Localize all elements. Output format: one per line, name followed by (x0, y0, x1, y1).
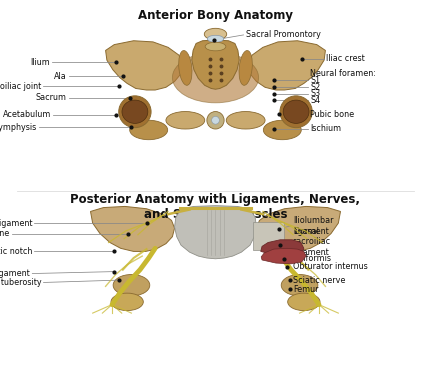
Text: Obturator internus: Obturator internus (292, 262, 367, 271)
Ellipse shape (111, 293, 143, 310)
Polygon shape (191, 40, 239, 89)
Text: Greater sciatic notch: Greater sciatic notch (0, 247, 32, 256)
Text: Ischial tuberosity: Ischial tuberosity (0, 278, 41, 287)
Text: Sacral Promontory: Sacral Promontory (245, 30, 320, 40)
Text: Ilium: Ilium (30, 57, 49, 67)
Ellipse shape (205, 42, 225, 51)
Ellipse shape (263, 120, 301, 140)
Text: Sacroiliac joint: Sacroiliac joint (0, 81, 41, 91)
Text: Posterior Anatomy with Ligaments, Nerves,
and Selected Muscles: Posterior Anatomy with Ligaments, Nerves… (71, 193, 359, 221)
Polygon shape (90, 206, 174, 251)
Text: Anterior Bony Anatomy: Anterior Bony Anatomy (138, 9, 292, 22)
Text: Iliolumbar
ligament: Iliolumbar ligament (292, 216, 333, 236)
Text: Pubic symphysis: Pubic symphysis (0, 123, 37, 132)
Text: Ala: Ala (54, 72, 67, 81)
Text: Neural foramen:: Neural foramen: (310, 69, 375, 78)
Text: Supraspinous ligament: Supraspinous ligament (0, 218, 32, 228)
Text: Femur: Femur (292, 284, 318, 294)
FancyBboxPatch shape (252, 222, 283, 250)
Ellipse shape (287, 293, 319, 310)
Text: Iliac crest: Iliac crest (325, 54, 364, 64)
Text: S1: S1 (310, 76, 319, 85)
Ellipse shape (207, 35, 223, 42)
Ellipse shape (204, 28, 226, 40)
Ellipse shape (178, 50, 191, 85)
Ellipse shape (129, 120, 167, 140)
Text: S4: S4 (310, 96, 319, 105)
Text: S2: S2 (310, 83, 320, 92)
Ellipse shape (206, 112, 224, 129)
Polygon shape (247, 41, 325, 90)
Polygon shape (260, 240, 303, 257)
Ellipse shape (119, 96, 151, 128)
Ellipse shape (166, 112, 204, 129)
Ellipse shape (280, 275, 317, 296)
Ellipse shape (226, 112, 264, 129)
Polygon shape (261, 248, 305, 264)
Ellipse shape (172, 52, 258, 103)
Text: Sacrotuberous ligament: Sacrotuberous ligament (0, 269, 30, 278)
Text: Piriformis: Piriformis (292, 254, 330, 263)
Text: Posterior superior iliac spine: Posterior superior iliac spine (0, 229, 9, 239)
Text: Ischium: Ischium (310, 124, 341, 133)
Polygon shape (256, 206, 340, 251)
Ellipse shape (239, 50, 252, 85)
FancyBboxPatch shape (43, 202, 387, 316)
Ellipse shape (211, 116, 219, 124)
Polygon shape (174, 206, 256, 259)
FancyBboxPatch shape (73, 14, 357, 180)
Text: Dorsal
sacroiliac
ligament: Dorsal sacroiliac ligament (292, 227, 330, 256)
Text: S3: S3 (310, 89, 319, 99)
Ellipse shape (280, 96, 312, 128)
Circle shape (122, 100, 147, 123)
Circle shape (283, 100, 308, 123)
Ellipse shape (113, 275, 150, 296)
Text: Sacrum: Sacrum (36, 93, 67, 102)
Text: Acetabulum: Acetabulum (3, 110, 51, 120)
Text: Pubic bone: Pubic bone (310, 110, 353, 119)
Polygon shape (105, 41, 183, 90)
Text: Sciatic nerve: Sciatic nerve (292, 275, 345, 285)
